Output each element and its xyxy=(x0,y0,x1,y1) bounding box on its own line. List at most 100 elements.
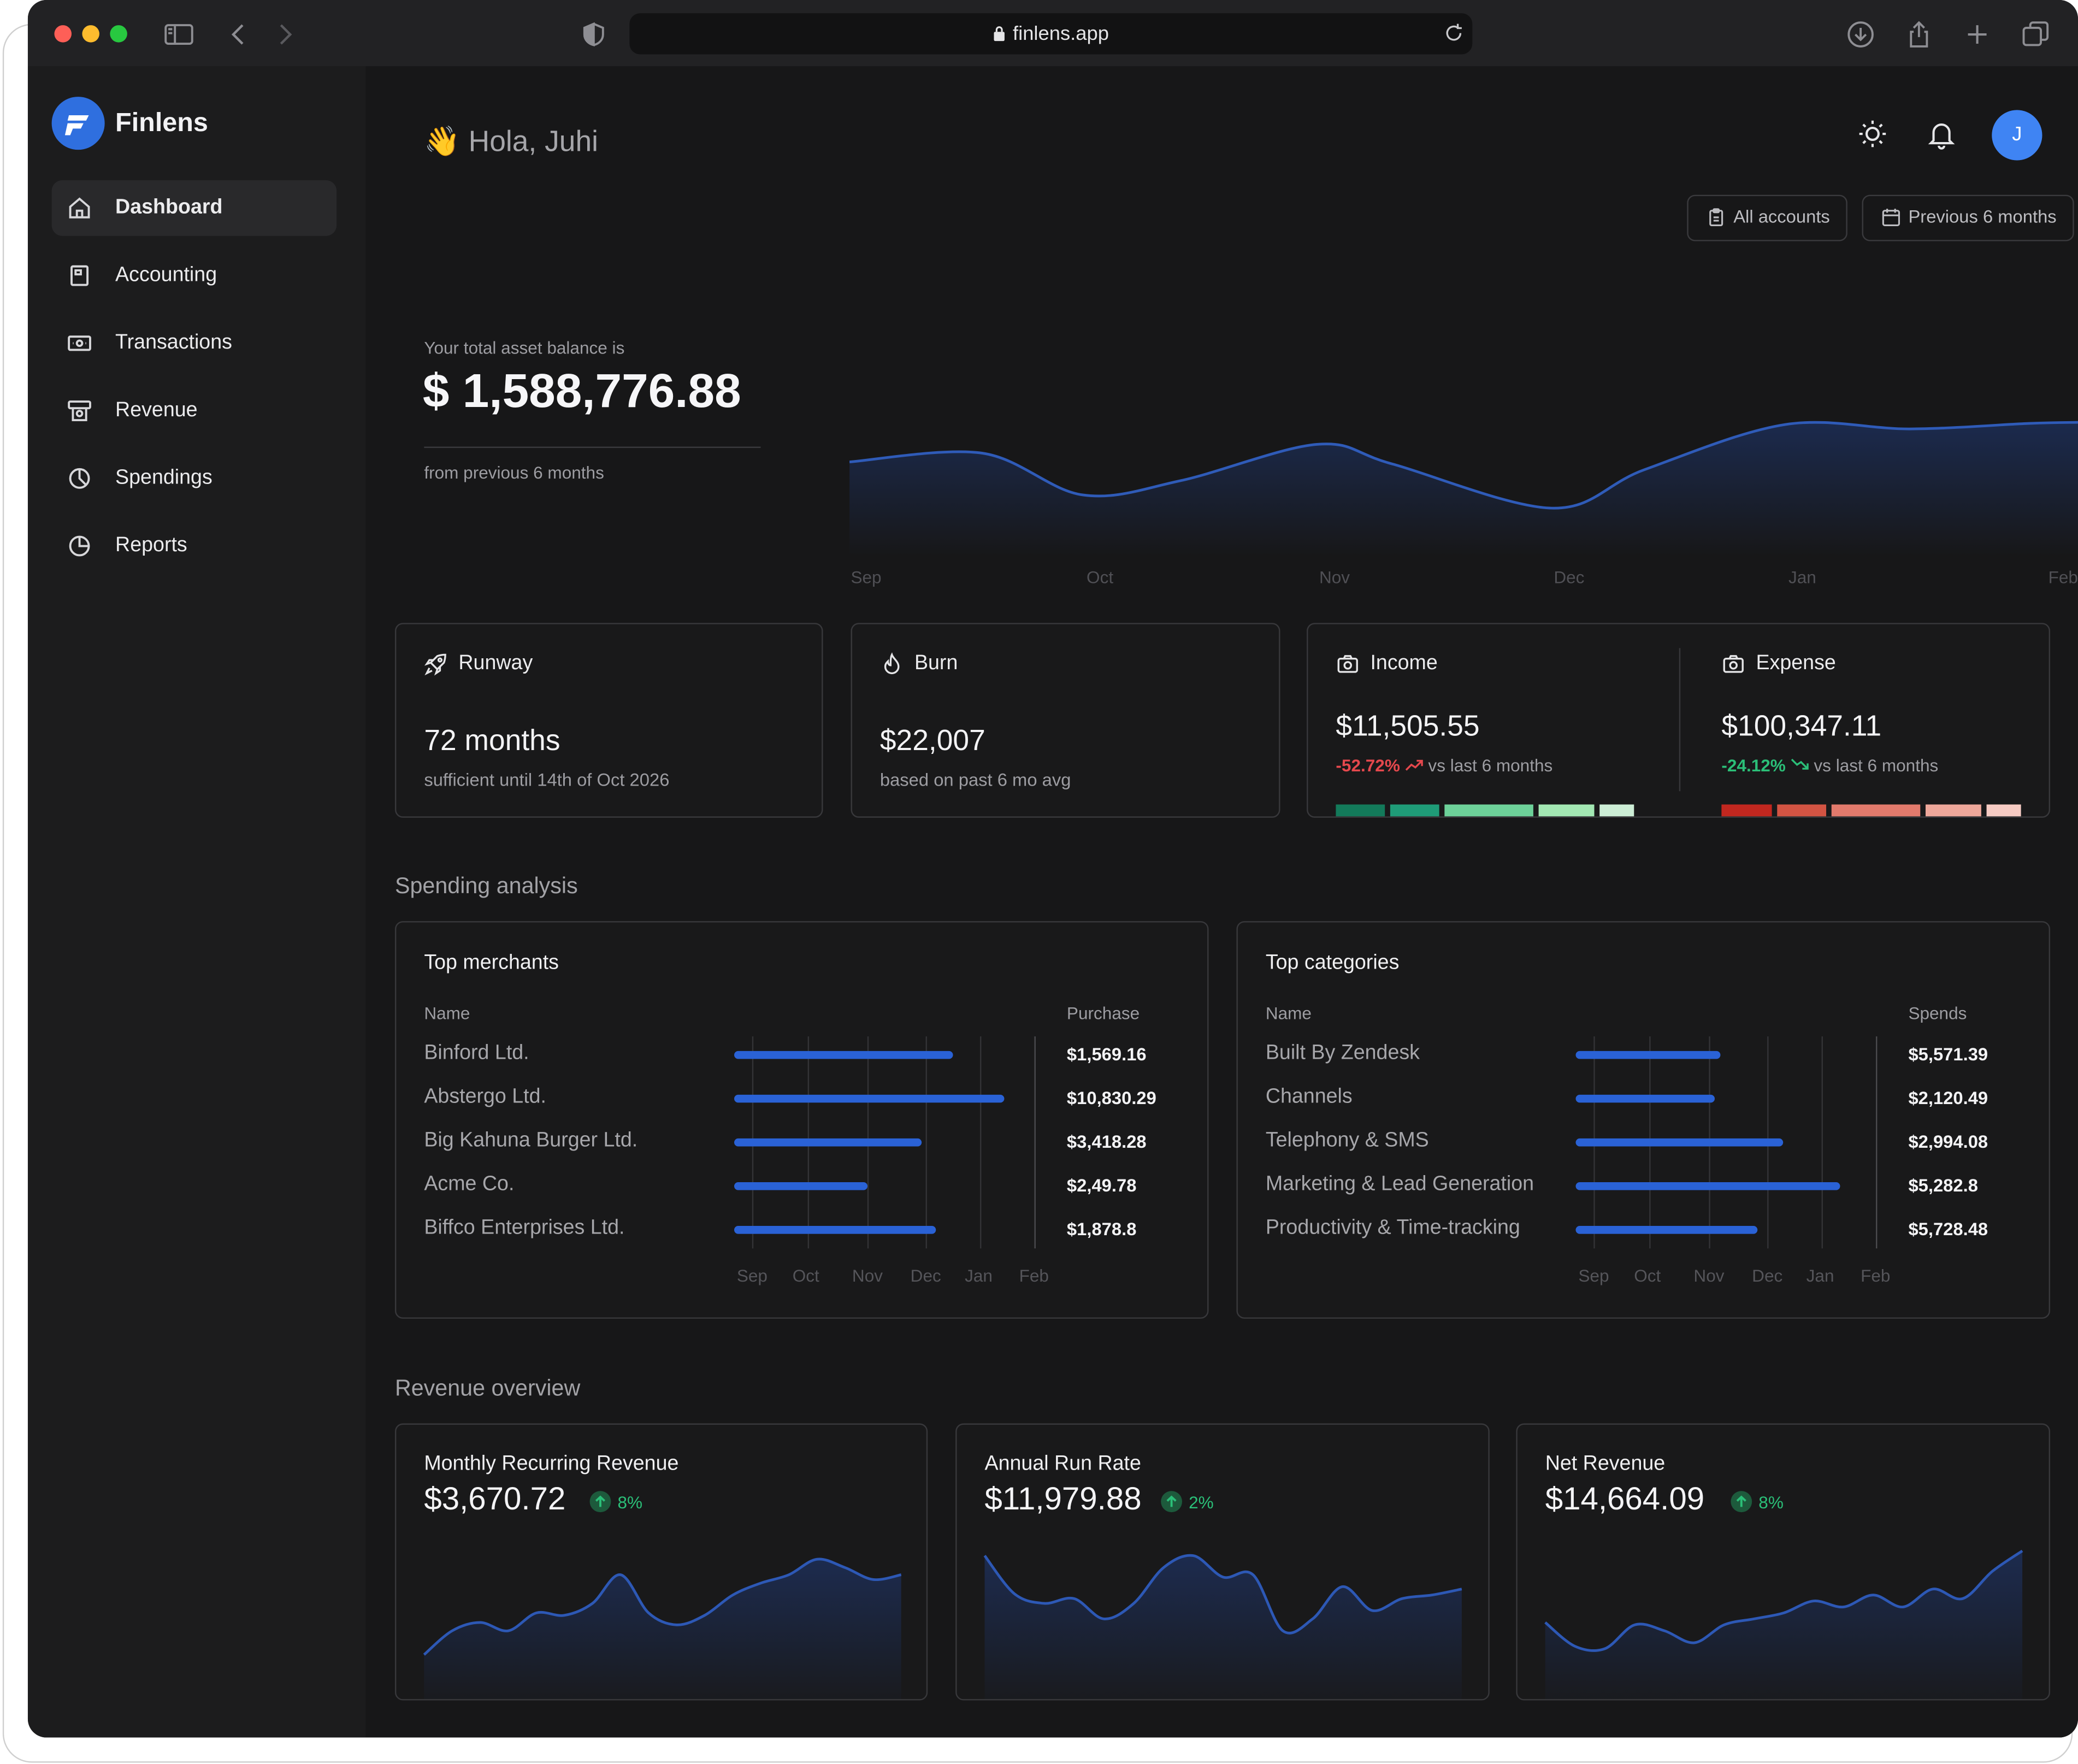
close-window-button[interactable] xyxy=(54,25,72,43)
purchase-column-header: Purchase xyxy=(1066,1003,1140,1023)
back-icon[interactable] xyxy=(221,17,256,52)
income-compare: vs last 6 months xyxy=(1428,755,1553,776)
calendar-icon xyxy=(1880,207,1902,228)
trend-up-icon xyxy=(1405,756,1424,771)
downloads-icon[interactable] xyxy=(1844,17,1878,52)
income-segment xyxy=(1599,804,1634,817)
arr-change: 2% xyxy=(1189,1492,1214,1513)
x-axis-tick-label: Feb xyxy=(2049,567,2078,587)
merchant-row-name: Binford Ltd. xyxy=(424,1041,529,1065)
browser-toolbar: finlens.app xyxy=(27,0,2078,67)
lock-icon xyxy=(993,24,1006,42)
x-axis-tick-label: Dec xyxy=(910,1265,941,1286)
merchant-row-value: $10,830.29 xyxy=(1066,1088,1156,1108)
new-tab-icon[interactable] xyxy=(1960,17,1994,52)
x-axis-tick-label: Nov xyxy=(1693,1265,1725,1286)
sidebar-item-label: Accounting xyxy=(115,263,217,287)
x-axis-tick-label: Dec xyxy=(1554,567,1584,587)
accounts-filter-label: All accounts xyxy=(1733,207,1830,227)
url-text: finlens.app xyxy=(629,22,1472,45)
category-row-name: Built By Zendesk xyxy=(1265,1041,1420,1065)
notification-bell-icon[interactable] xyxy=(1924,116,1959,151)
expense-value: $100,347.11 xyxy=(1721,709,1882,742)
expense-change: -24.12% vs last 6 months xyxy=(1721,756,1938,775)
address-bar[interactable]: finlens.app xyxy=(629,13,1473,55)
burn-title: Burn xyxy=(914,652,958,675)
brand-name[interactable]: Finlens xyxy=(115,108,208,138)
theme-toggle-icon[interactable] xyxy=(1855,116,1890,151)
mrr-card: Monthly Recurring Revenue $3,670.72 8% xyxy=(394,1423,928,1701)
net-revenue-area xyxy=(1545,1550,2023,1700)
burn-card: Burn $22,007 based on past 6 mo avg xyxy=(851,623,1280,818)
burn-value: $22,007 xyxy=(879,723,985,757)
top-categories-card: Top categories Name Spends Built By Zend… xyxy=(1236,921,2051,1319)
expense-compare: vs last 6 months xyxy=(1814,755,1939,776)
expense-change-value: -24.12% xyxy=(1721,755,1786,776)
category-row-value: $2,120.49 xyxy=(1908,1088,1988,1108)
sidebar-toggle-icon[interactable] xyxy=(162,17,196,52)
runway-card: Runway 72 months sufficient until 14th o… xyxy=(394,623,823,818)
balance-value: $ 1,588,776.88 xyxy=(422,363,741,418)
tab-overview-icon[interactable] xyxy=(2018,17,2053,52)
period-filter-button[interactable]: Previous 6 months xyxy=(1862,194,2074,241)
arr-value: $11,979.88 xyxy=(984,1482,1142,1518)
trend-down-icon xyxy=(1791,756,1809,770)
x-axis-tick-label: Nov xyxy=(852,1265,883,1286)
income-title: Income xyxy=(1370,652,1438,675)
arr-sparkline xyxy=(983,1554,1462,1700)
income-change-value: -52.72% xyxy=(1336,755,1400,776)
income-value: $11,505.55 xyxy=(1336,709,1480,742)
accounts-filter-button[interactable]: All accounts xyxy=(1687,194,1847,241)
expense-segment xyxy=(1777,804,1827,817)
spending-section-title: Spending analysis xyxy=(394,873,578,899)
balance-subtext: from previous 6 months xyxy=(424,462,604,483)
top-merchants-chart xyxy=(734,1036,1036,1249)
pie-chart-icon xyxy=(66,465,93,492)
mrr-change-badge: 8% xyxy=(589,1491,642,1513)
top-merchants-title: Top merchants xyxy=(424,951,559,975)
merchant-row-name: Biffco Enterprises Ltd. xyxy=(424,1217,625,1240)
minimize-window-button[interactable] xyxy=(82,25,99,43)
revenue-section-title: Revenue overview xyxy=(394,1376,581,1401)
greeting-text: Hola, Juhi xyxy=(468,125,599,158)
x-axis-tick-label: Sep xyxy=(851,567,881,587)
sidebar-item-label: Transactions xyxy=(115,331,232,354)
income-expense-card: Income $11,505.55 -52.72% vs last 6 mont… xyxy=(1307,623,2051,818)
arr-title: Annual Run Rate xyxy=(984,1452,1141,1476)
income-expense-divider xyxy=(1679,648,1681,792)
banknote-icon xyxy=(66,330,93,357)
x-axis-tick-label: Feb xyxy=(1861,1265,1891,1286)
sidebar-item-dashboard[interactable]: Dashboard xyxy=(51,180,337,236)
sidebar-item-label: Dashboard xyxy=(115,196,223,219)
spends-column-header: Spends xyxy=(1908,1003,1967,1023)
privacy-shield-icon[interactable] xyxy=(576,17,611,52)
x-axis-tick-label: Jan xyxy=(1806,1265,1834,1286)
finlens-logo-icon[interactable] xyxy=(51,97,105,150)
forward-icon[interactable] xyxy=(268,17,302,52)
merchant-row-value: $3,418.28 xyxy=(1066,1131,1147,1152)
user-avatar[interactable]: J xyxy=(1992,110,2042,161)
reload-icon[interactable] xyxy=(1443,22,1465,44)
url-value: finlens.app xyxy=(1012,22,1109,45)
name-column-header: Name xyxy=(424,1003,470,1023)
balance-divider xyxy=(424,446,761,448)
register-icon xyxy=(66,398,93,424)
category-row-value: $2,994.08 xyxy=(1908,1131,1988,1152)
sidebar-item-revenue[interactable]: Revenue xyxy=(52,383,337,439)
share-icon[interactable] xyxy=(1902,17,1936,52)
arrow-up-icon xyxy=(1161,1491,1182,1513)
mrr-line xyxy=(423,1557,902,1656)
x-axis-tick-label: Oct xyxy=(1634,1265,1661,1286)
sidebar-item-spendings[interactable]: Spendings xyxy=(52,451,337,506)
income-change: -52.72% vs last 6 months xyxy=(1336,756,1552,775)
period-filter-label: Previous 6 months xyxy=(1908,207,2057,227)
runway-value: 72 months xyxy=(424,723,560,757)
expense-segment xyxy=(1721,804,1772,817)
sidebar-item-transactions[interactable]: Transactions xyxy=(52,315,337,371)
sidebar-item-label: Spendings xyxy=(115,466,212,489)
mrr-sparkline xyxy=(423,1557,902,1700)
sidebar-item-accounting[interactable]: Accounting xyxy=(52,248,337,304)
zoom-window-button[interactable] xyxy=(110,25,127,43)
sidebar-item-reports[interactable]: Reports xyxy=(52,518,337,574)
browser-window: finlens.app Finlen xyxy=(27,0,2078,1738)
